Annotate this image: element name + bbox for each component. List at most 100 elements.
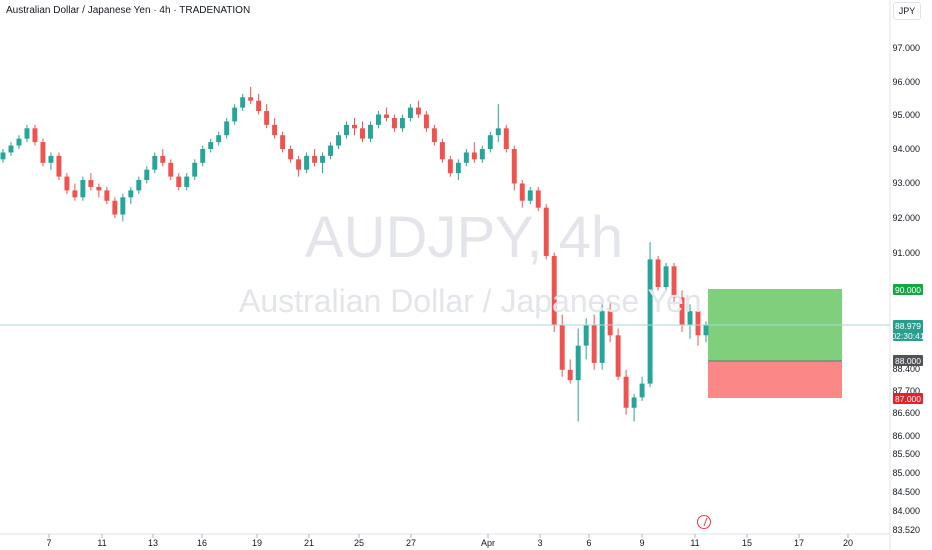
price-tick-label: 86.600: [892, 408, 920, 418]
candle-body: [144, 169, 150, 181]
candle-body: [479, 149, 485, 160]
candle-body: [423, 114, 429, 129]
candle-body: [655, 259, 661, 287]
candle-body: [503, 128, 509, 149]
price-tick-label: 84.500: [892, 487, 920, 497]
candle-body: [168, 162, 174, 177]
time-tick-label: 20: [843, 538, 853, 548]
candle-body: [583, 324, 589, 346]
candle-body: [336, 135, 341, 146]
time-tick-label: 11: [97, 538, 106, 548]
candle-body: [24, 128, 30, 139]
candle-body: [216, 135, 222, 143]
candle-body: [32, 128, 38, 143]
price-tick-label: 87.700: [892, 386, 920, 396]
candle-body: [304, 155, 310, 170]
price-tick-label: 97.000: [892, 43, 920, 53]
candle-body: [344, 124, 349, 136]
price-tick-label: 96.000: [892, 77, 920, 87]
candle-body: [136, 180, 142, 191]
candle-body: [272, 124, 278, 136]
current-price-badge-text: 02:30:41: [891, 331, 924, 341]
candle-body: [208, 142, 214, 149]
candle-body: [623, 376, 629, 408]
watermark-symbol: AUDJPY, 4h: [305, 205, 624, 270]
candle-body: [224, 121, 230, 136]
price-tick-label: 86.000: [892, 431, 920, 441]
candle-body: [495, 128, 501, 136]
time-tick-label: 11: [690, 538, 699, 548]
candle-body: [312, 155, 318, 163]
candle-body: [687, 311, 693, 325]
candle-body: [264, 111, 270, 125]
candle-body: [296, 159, 302, 170]
candle-body: [184, 176, 190, 187]
price-tick-label: 84.000: [892, 506, 920, 516]
candle-body: [120, 197, 126, 215]
candle-body: [543, 207, 549, 256]
price-tick-label: 91.000: [892, 248, 920, 258]
candle-body: [455, 162, 461, 174]
candle-body: [703, 324, 709, 336]
candle-body: [407, 107, 413, 118]
position-tool[interactable]: [708, 289, 842, 398]
candle-body: [639, 383, 645, 398]
candle-body: [511, 149, 517, 184]
candle-body: [487, 135, 493, 149]
candle-body: [40, 142, 46, 163]
candle-body: [360, 128, 365, 139]
stop-price-badge-text: 87.000: [895, 394, 921, 404]
candle-body: [695, 311, 701, 336]
candle-body: [615, 335, 621, 377]
price-tick-label: 95.000: [892, 110, 920, 120]
time-tick-label: 15: [742, 538, 752, 548]
currency-badge[interactable]: JPY: [893, 2, 921, 20]
candle-body: [575, 345, 581, 381]
candle-body: [200, 149, 206, 163]
candle-body: [104, 190, 110, 201]
candle-body: [288, 149, 294, 160]
candle-body: [176, 176, 182, 187]
candle-body: [256, 100, 262, 112]
price-tick-label: 92.000: [892, 213, 920, 223]
price-tick-label: 83.520: [892, 525, 920, 535]
candle-body: [439, 142, 445, 160]
candle-body: [399, 117, 405, 129]
candle-body: [48, 155, 54, 163]
time-tick-label: 6: [586, 538, 591, 548]
candle-body: [80, 180, 86, 198]
stop-zone: [708, 361, 842, 398]
candle-body: [559, 324, 565, 370]
price-axis[interactable]: 97.000 96.000 95.000 94.000 93.000 92.000 91.0…: [889, 0, 920, 550]
symbol-title[interactable]: Australian Dollar / Japanese Yen · 4h · …: [6, 5, 251, 16]
candle-body: [463, 152, 469, 163]
candle-body: [56, 155, 62, 177]
candle-body: [72, 190, 78, 198]
entry-price-badge: [893, 355, 923, 366]
candle-body: [88, 180, 94, 187]
candle-body: [663, 266, 669, 287]
candle-body: [328, 145, 334, 156]
entry-price-badge-text: 88.000: [895, 356, 921, 366]
candle-body: [671, 266, 677, 298]
current-price-badge: [893, 320, 923, 341]
candle-body: [599, 311, 605, 363]
time-axis[interactable]: 7 11 13 16 19 21 25 27 Apr 3 6 9 11 15 17 20: [0, 533, 890, 548]
flash-icon[interactable]: [697, 515, 711, 529]
candle-body: [16, 138, 22, 146]
candle-body: [280, 135, 286, 149]
candle-body: [647, 259, 653, 384]
current-price-badge-text: 88.979: [895, 321, 921, 331]
candle-body: [415, 107, 421, 115]
candle-body: [471, 152, 477, 160]
candles: [0, 86, 890, 422]
price-tick-label: 94.000: [892, 144, 920, 154]
time-tick-label: 9: [639, 538, 644, 548]
time-tick-label: 21: [304, 538, 314, 548]
candle-body: [447, 159, 453, 174]
time-tick-label: 7: [46, 538, 51, 548]
time-tick-label: 19: [252, 538, 262, 548]
